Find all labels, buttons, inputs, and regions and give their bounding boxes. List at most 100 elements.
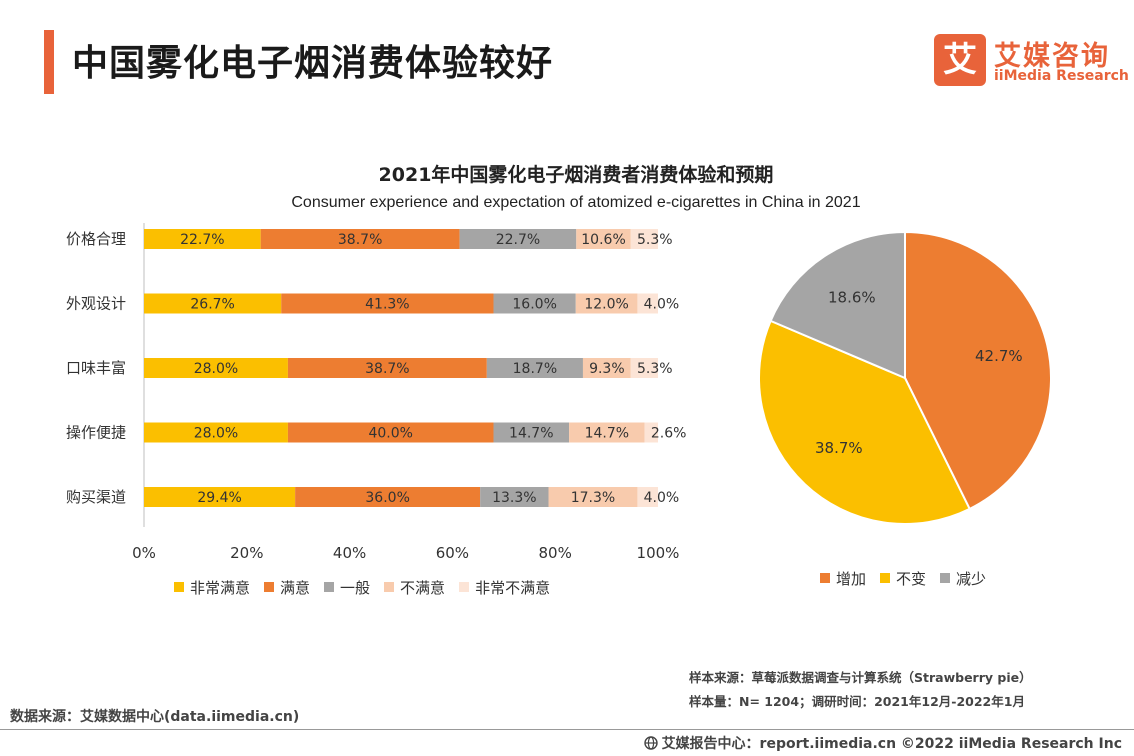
- category-label: 价格合理: [66, 230, 126, 248]
- bar-segment: [548, 487, 638, 507]
- legend-label: 一般: [340, 579, 371, 597]
- data-label: 17.3%: [571, 490, 615, 506]
- legend-swatch: [940, 573, 951, 583]
- bar-segment: [637, 293, 658, 314]
- legend-swatch: [459, 582, 470, 592]
- data-label: 4.0%: [644, 297, 680, 313]
- bar-segment: [260, 229, 460, 249]
- bar-segment: [281, 293, 494, 314]
- x-tick-label: 80%: [539, 544, 572, 562]
- legend-item: 非常不满意: [459, 577, 550, 598]
- data-label: 10.6%: [581, 232, 625, 248]
- pie-data-label: 18.6%: [828, 289, 876, 307]
- legend-swatch: [384, 582, 395, 592]
- category-label: 外观设计: [66, 295, 126, 313]
- bar-segment: [637, 487, 658, 507]
- pie-slice: [904, 230, 1052, 511]
- legend-label: 减少: [956, 570, 987, 588]
- footer: 艾媒报告中心：report.iimedia.cn ©2022 iiMedia R…: [643, 733, 1122, 753]
- data-label: 28.0%: [194, 361, 238, 377]
- legend-item: 增加: [820, 568, 866, 589]
- legend-swatch: [820, 573, 830, 583]
- data-label: 38.7%: [365, 361, 409, 377]
- bar-segment: [575, 293, 638, 314]
- sample-size-note: 样本量：N= 1204；调研时间：2021年12月-2022年1月: [689, 694, 1025, 709]
- legend-swatch: [324, 582, 335, 592]
- bar-segment: [287, 422, 494, 443]
- category-label: 操作便捷: [66, 424, 126, 442]
- bar-segment: [569, 422, 645, 443]
- bar-segment: [144, 358, 288, 378]
- legend-label: 增加: [836, 570, 867, 588]
- bar-segment: [486, 358, 583, 378]
- bar-segment: [144, 293, 282, 314]
- category-label: 口味丰富: [66, 359, 126, 377]
- stacked-bar-chart: 价格合理 22.7% 38.7% 22.7% 10.6% 5.3% 外观设计 26.7% 41.…: [66, 223, 687, 562]
- pie-slice: [769, 230, 906, 380]
- legend-label: 不变: [896, 570, 927, 588]
- bar-segment: [459, 229, 577, 249]
- logo-mark: 艾: [934, 34, 986, 86]
- legend-swatch: [880, 573, 891, 583]
- data-label: 12.0%: [584, 297, 628, 313]
- legend-item: 不变: [880, 568, 926, 589]
- data-source-note: 数据来源：艾媒数据中心(data.iimedia.cn): [10, 709, 300, 725]
- bar-segment: [287, 358, 487, 378]
- data-label: 38.7%: [338, 232, 382, 248]
- bar-segment: [493, 422, 570, 443]
- legend-item: 满意: [264, 577, 310, 598]
- legend-swatch: [264, 582, 275, 592]
- logo-chinese-text: 艾媒咨询: [994, 41, 1110, 72]
- bar-chart-legend: 非常满意 满意 一般 不满意 非常不满意: [174, 577, 564, 598]
- bar-segment: [144, 487, 296, 507]
- data-label: 29.4%: [197, 490, 241, 506]
- footer-text: 艾媒报告中心：report.iimedia.cn ©2022 iiMedia R…: [661, 736, 1122, 752]
- bar-segment: [644, 422, 658, 443]
- pie-slice: [758, 319, 971, 525]
- x-tick-label: 20%: [230, 544, 263, 562]
- page-title: 中国雾化电子烟消费体验较好: [72, 43, 554, 84]
- data-label: 5.3%: [637, 361, 673, 377]
- bar-segment: [144, 422, 288, 443]
- bar-segment: [295, 487, 481, 507]
- sample-source-note: 样本来源：草莓派数据调查与计算系统（Strawberry pie）: [689, 670, 1032, 685]
- pie-chart-legend: 增加 不变 减少: [820, 568, 1000, 589]
- legend-item: 非常满意: [174, 577, 250, 598]
- legend-item: 减少: [940, 568, 986, 589]
- data-label: 9.3%: [589, 361, 625, 377]
- legend-swatch: [174, 582, 184, 592]
- iimedia-logo: 艾 艾媒咨询 iiMedia Research: [934, 34, 1129, 90]
- globe-icon: [643, 736, 658, 752]
- bar-segment: [582, 358, 631, 378]
- bar-segment: [493, 293, 576, 314]
- data-label: 5.3%: [637, 232, 673, 248]
- legend-label: 不满意: [400, 579, 446, 597]
- category-label: 购买渠道: [66, 488, 126, 506]
- chart-title: 2021年中国雾化电子烟消费者消费体验和预期: [378, 164, 774, 186]
- pie-data-label: 42.7%: [975, 347, 1023, 365]
- data-label: 40.0%: [368, 426, 412, 442]
- footer-divider: [0, 729, 1134, 730]
- bar-segment: [630, 229, 658, 249]
- title-accent-bar: [44, 30, 54, 94]
- data-label: 22.7%: [180, 232, 224, 248]
- data-label: 16.0%: [512, 297, 556, 313]
- data-label: 36.0%: [365, 490, 409, 506]
- x-tick-label: 40%: [333, 544, 366, 562]
- data-label: 2.6%: [651, 426, 687, 442]
- x-tick-label: 60%: [436, 544, 469, 562]
- data-label: 22.7%: [496, 232, 540, 248]
- pie-data-label: 38.7%: [815, 439, 863, 457]
- data-label: 18.7%: [513, 361, 557, 377]
- data-label: 14.7%: [509, 426, 553, 442]
- x-tick-label: 100%: [637, 544, 680, 562]
- pie-chart: 42.7% 38.7% 18.6%: [758, 230, 1052, 525]
- chart-subtitle: Consumer experience and expectation of a…: [291, 194, 861, 211]
- data-label: 28.0%: [194, 426, 238, 442]
- legend-label: 非常不满意: [475, 579, 551, 597]
- bar-segment: [630, 358, 658, 378]
- data-label: 41.3%: [365, 297, 409, 313]
- x-tick-label: 0%: [132, 544, 156, 562]
- data-label: 13.3%: [492, 490, 536, 506]
- data-label: 14.7%: [585, 426, 629, 442]
